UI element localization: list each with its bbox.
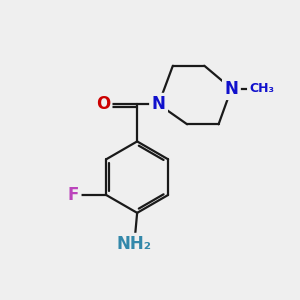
Text: N: N <box>224 80 239 98</box>
Text: F: F <box>68 186 79 204</box>
Text: N: N <box>152 95 166 113</box>
Text: O: O <box>96 95 110 113</box>
Text: CH₃: CH₃ <box>249 82 274 95</box>
Text: NH₂: NH₂ <box>117 235 152 253</box>
